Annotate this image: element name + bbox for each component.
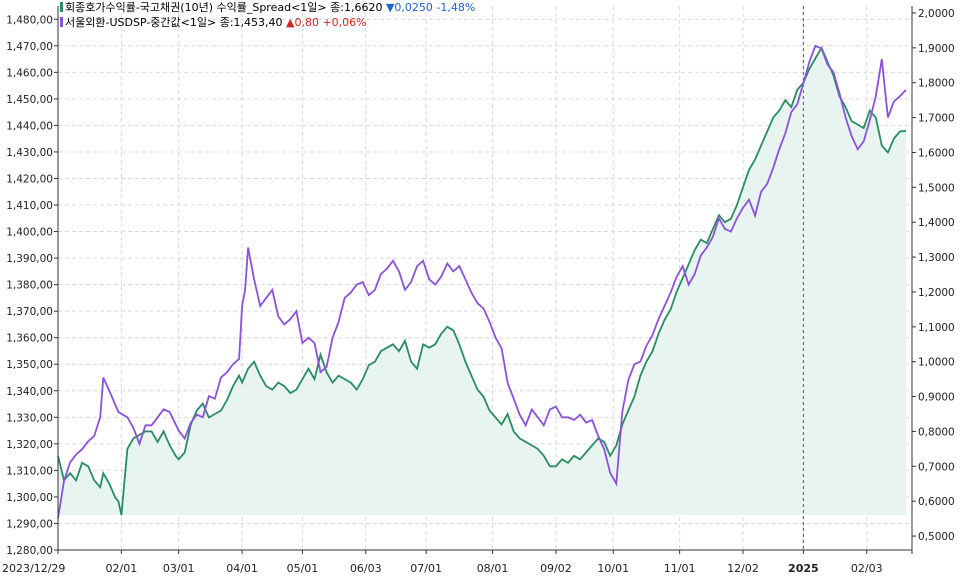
- legend-usd-label: 서울외환-USDSP-중간값<1일> 종:1,453,40: [65, 16, 283, 29]
- x-tick-label: 2025: [788, 562, 819, 575]
- left-tick-label: 1,340,00: [6, 386, 53, 398]
- right-tick-label: 0,7000: [918, 461, 955, 473]
- right-y-axis: 0,5000 0,6000 0,7000 0,8000 0,9000 1,0000 1,10…: [912, 8, 955, 543]
- left-tick-label: 1,310,00: [6, 465, 53, 477]
- usd-series-line[interactable]: [57, 44, 907, 519]
- right-tick-label: 1,0000: [918, 357, 955, 369]
- left-tick-label: 1,470,00: [6, 41, 53, 53]
- x-tick-label: 2023/12/29: [2, 562, 65, 575]
- left-tick-label: 1,430,00: [6, 147, 53, 159]
- plot-frame: [57, 6, 913, 554]
- x-tick-label: 03/01: [163, 562, 195, 575]
- x-tick-label: 12/02: [727, 562, 759, 575]
- right-tick-label: 1,1000: [918, 322, 955, 334]
- right-tick-label: 1,9000: [918, 43, 955, 55]
- right-tick-label: 1,5000: [918, 182, 955, 194]
- left-tick-label: 1,320,00: [6, 439, 53, 451]
- x-tick-label: 08/01: [477, 562, 509, 575]
- legend-spread[interactable]: 회종호가수익률-국고채권(10년) 수익률_Spread<1일> 종:1,662…: [60, 1, 475, 15]
- left-tick-label: 1,330,00: [6, 412, 53, 424]
- left-tick-label: 1,400,00: [6, 227, 53, 239]
- right-tick-label: 1,6000: [918, 147, 955, 159]
- x-tick-label: 11/01: [664, 562, 696, 575]
- left-tick-label: 1,350,00: [6, 359, 53, 371]
- left-tick-label: 1,380,00: [6, 280, 53, 292]
- x-axis: 2023/12/29 02/01 03/01 04/01 05/01 06/03 07/01…: [2, 550, 883, 575]
- legend-usd-swatch: [60, 17, 63, 27]
- left-y-axis: 1,280,00 1,290,00 1,300,00 1,310,00 1,320,00…: [6, 14, 58, 557]
- right-tick-label: 0,8000: [918, 426, 955, 438]
- x-tick-label: 09/02: [540, 562, 572, 575]
- x-tick-label: 10/01: [597, 562, 629, 575]
- left-tick-label: 1,410,00: [6, 200, 53, 212]
- left-tick-label: 1,460,00: [6, 67, 53, 79]
- right-tick-label: 2,0000: [918, 8, 955, 20]
- right-tick-label: 1,4000: [918, 217, 955, 229]
- left-tick-label: 1,450,00: [6, 94, 53, 106]
- legend-usd-change: ▲0,80 +0,06%: [286, 16, 367, 29]
- left-tick-label: 1,300,00: [6, 492, 53, 504]
- x-tick-label: 07/01: [410, 562, 442, 575]
- legend-usd[interactable]: 서울외환-USDSP-중간값<1일> 종:1,453,40 ▲0,80 +0,0…: [60, 16, 367, 30]
- right-tick-label: 1,3000: [918, 252, 955, 264]
- left-tick-label: 1,370,00: [6, 306, 53, 318]
- x-tick-label: 06/03: [350, 562, 382, 575]
- left-tick-label: 1,280,00: [6, 545, 53, 557]
- x-tick-label: 02/03: [851, 562, 883, 575]
- right-tick-label: 1,2000: [918, 287, 955, 299]
- right-tick-label: 1,7000: [918, 113, 955, 125]
- right-tick-label: 1,8000: [918, 78, 955, 90]
- x-tick-label: 04/01: [226, 562, 258, 575]
- legend-spread-label: 회종호가수익률-국고채권(10년) 수익률_Spread<1일> 종:1,662…: [65, 1, 383, 14]
- legend-spread-swatch: [60, 2, 63, 12]
- right-tick-label: 0,6000: [918, 496, 955, 508]
- spread-series-line[interactable]: [57, 45, 907, 516]
- legend-spread-change: ▼0,0250 -1,48%: [385, 1, 476, 14]
- left-tick-label: 1,480,00: [6, 14, 53, 26]
- left-tick-label: 1,390,00: [6, 253, 53, 265]
- x-tick-label: 05/01: [287, 562, 319, 575]
- chart-grid: [58, 6, 912, 551]
- left-tick-label: 1,440,00: [6, 120, 53, 132]
- left-tick-label: 1,360,00: [6, 333, 53, 345]
- right-tick-label: 0,5000: [918, 531, 955, 543]
- left-tick-label: 1,420,00: [6, 173, 53, 185]
- left-tick-label: 1,290,00: [6, 518, 53, 530]
- right-tick-label: 0,9000: [918, 392, 955, 404]
- spread-area-fill: [58, 47, 906, 516]
- x-tick-label: 02/01: [106, 562, 138, 575]
